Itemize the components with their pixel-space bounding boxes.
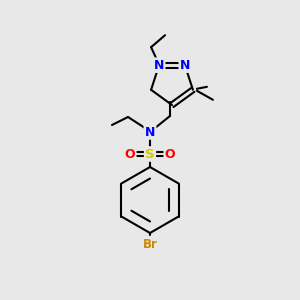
Text: N: N	[145, 125, 155, 139]
Text: Br: Br	[142, 238, 158, 251]
Text: N: N	[154, 59, 164, 72]
Text: O: O	[125, 148, 135, 160]
Text: N: N	[180, 59, 190, 72]
Text: O: O	[165, 148, 175, 160]
Text: S: S	[145, 148, 155, 160]
